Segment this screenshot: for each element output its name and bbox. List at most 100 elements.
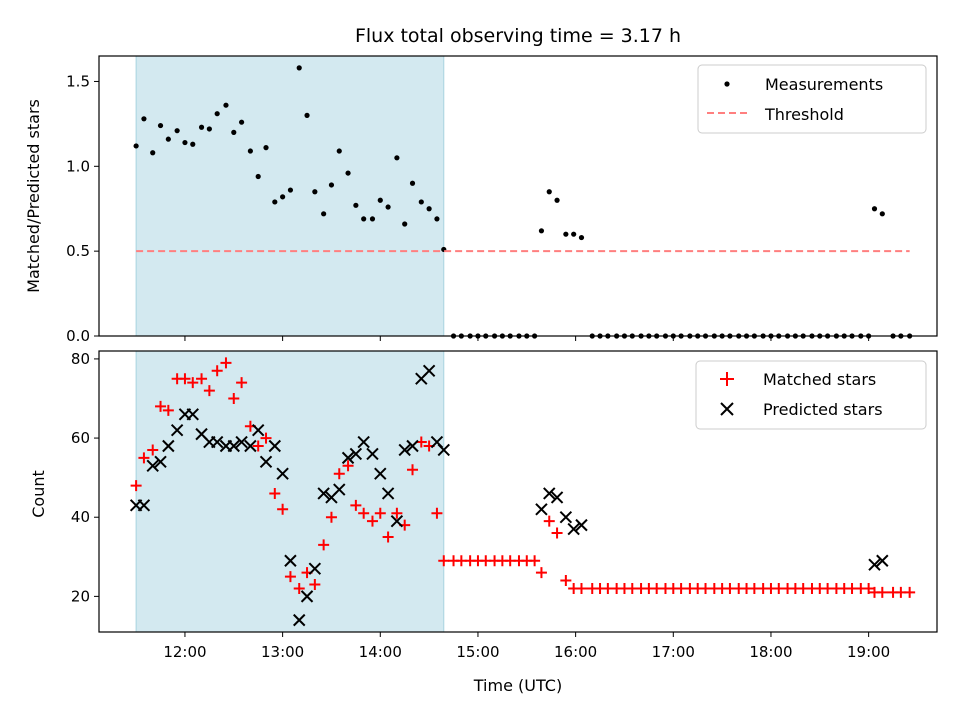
predicted-star-point — [390, 514, 404, 528]
measurement-point — [238, 119, 245, 125]
bottom-legend-box — [695, 360, 927, 430]
bottom-x-tick-label: 17:00 — [652, 643, 695, 661]
top-y-tick-label: 1.0 — [66, 157, 90, 175]
top-legend-box — [697, 64, 927, 134]
predicted-star-point — [567, 522, 580, 536]
bottom-x-tick-label: 15:00 — [456, 643, 499, 661]
predicted-star-point — [146, 459, 159, 472]
predicted-star-point — [333, 483, 346, 496]
measurement-point — [182, 139, 188, 146]
matched-star-point — [374, 507, 386, 519]
top-shaded-interval — [135, 55, 445, 337]
predicted-star-point — [186, 408, 199, 421]
bottom-y-tick-label: 20 — [71, 587, 90, 605]
measurement-point — [190, 141, 196, 147]
bottom-x-tick-label: 14:00 — [359, 643, 402, 661]
bottom-y-tick-label: 60 — [71, 429, 90, 447]
matched-star-point — [147, 444, 159, 456]
predicted-star-point — [251, 423, 265, 437]
predicted-star-point — [308, 562, 322, 575]
measurement-point — [571, 231, 577, 237]
measurement-point — [409, 180, 416, 186]
measurement-point — [328, 182, 335, 188]
matched-star-point — [350, 499, 362, 511]
measurement-point — [546, 189, 552, 195]
predicted-star-point — [575, 518, 588, 532]
predicted-star-point — [550, 491, 564, 504]
predicted-star-point — [276, 467, 289, 480]
measurement-point — [426, 206, 432, 212]
matched-star-point — [431, 507, 443, 519]
measurement-point — [157, 122, 164, 129]
matched-star-point — [876, 586, 888, 598]
predicted-star-point — [406, 439, 419, 453]
predicted-star-point — [374, 467, 387, 480]
measurement-point — [174, 128, 180, 134]
predicted-star-point — [244, 439, 257, 453]
predicted-star-point — [162, 439, 175, 453]
matched-star-point — [260, 432, 272, 444]
matched-star-point — [220, 357, 232, 369]
predicted-star-point — [259, 455, 273, 469]
measurement-point — [369, 216, 376, 222]
bottom-shaded-interval — [135, 350, 445, 633]
measurement-point — [434, 216, 440, 222]
matched-star-point — [309, 579, 321, 591]
predicted-star-point — [543, 487, 556, 500]
bottom-x-tick-label: 16:00 — [554, 643, 597, 661]
bottom-x-tick-label: 19:00 — [847, 643, 890, 661]
measurement-point — [377, 197, 383, 203]
predicted-star-point — [349, 447, 363, 461]
matched-star-point — [269, 487, 281, 499]
bottom-y-axis-label: Count — [29, 470, 48, 518]
matched-star-point — [407, 464, 419, 476]
measurement-point — [538, 228, 545, 234]
predicted-star-point — [366, 447, 379, 461]
matched-star-point — [333, 468, 345, 480]
measurement-point — [563, 231, 569, 237]
matched-star-point — [543, 515, 555, 527]
measurement-point — [578, 234, 585, 241]
matched-star-point — [138, 452, 150, 464]
chart-title: Flux total observing time = 3.17 h — [355, 25, 681, 47]
predicted-star-point — [876, 554, 889, 567]
predicted-star-point — [170, 423, 184, 437]
predicted-star-point — [137, 499, 151, 512]
legend-predicted-label: Predicted stars — [763, 400, 883, 419]
matched-star-point — [575, 582, 587, 594]
measurement-point — [345, 170, 351, 176]
matched-star-point — [277, 503, 289, 515]
matched-star-point — [130, 480, 142, 492]
measurement-point — [255, 173, 261, 180]
predicted-star-point — [437, 443, 450, 457]
matched-star-point — [187, 377, 199, 389]
matched-star-point — [382, 531, 394, 543]
legend-predicted-marker — [720, 402, 734, 416]
measurement-point — [394, 155, 400, 161]
predicted-star-point — [868, 558, 881, 571]
measurement-point — [141, 116, 147, 122]
x-axis-label: Time (UTC) — [473, 676, 562, 695]
top-y-tick-label: 1.5 — [66, 72, 90, 90]
measurement-point — [214, 111, 220, 117]
bottom-x-tick-label: 18:00 — [749, 643, 792, 661]
measurement-point — [418, 199, 424, 205]
measurement-point — [133, 143, 139, 149]
predicted-star-point — [210, 435, 224, 449]
legend-matched-marker — [720, 372, 734, 386]
predicted-star-point — [559, 511, 573, 524]
matched-star-point — [284, 571, 296, 583]
predicted-star-point — [154, 455, 167, 469]
measurement-point — [287, 187, 294, 193]
matched-star-point — [325, 511, 337, 523]
predicted-star-point — [284, 554, 297, 567]
matched-star-point — [228, 392, 240, 404]
matched-star-point — [293, 582, 305, 594]
matched-star-point — [904, 586, 916, 598]
matched-star-point — [560, 575, 572, 587]
matched-star-point — [179, 373, 191, 385]
measurement-point — [247, 148, 253, 154]
predicted-star-point — [293, 613, 306, 627]
measurement-point — [280, 194, 286, 200]
